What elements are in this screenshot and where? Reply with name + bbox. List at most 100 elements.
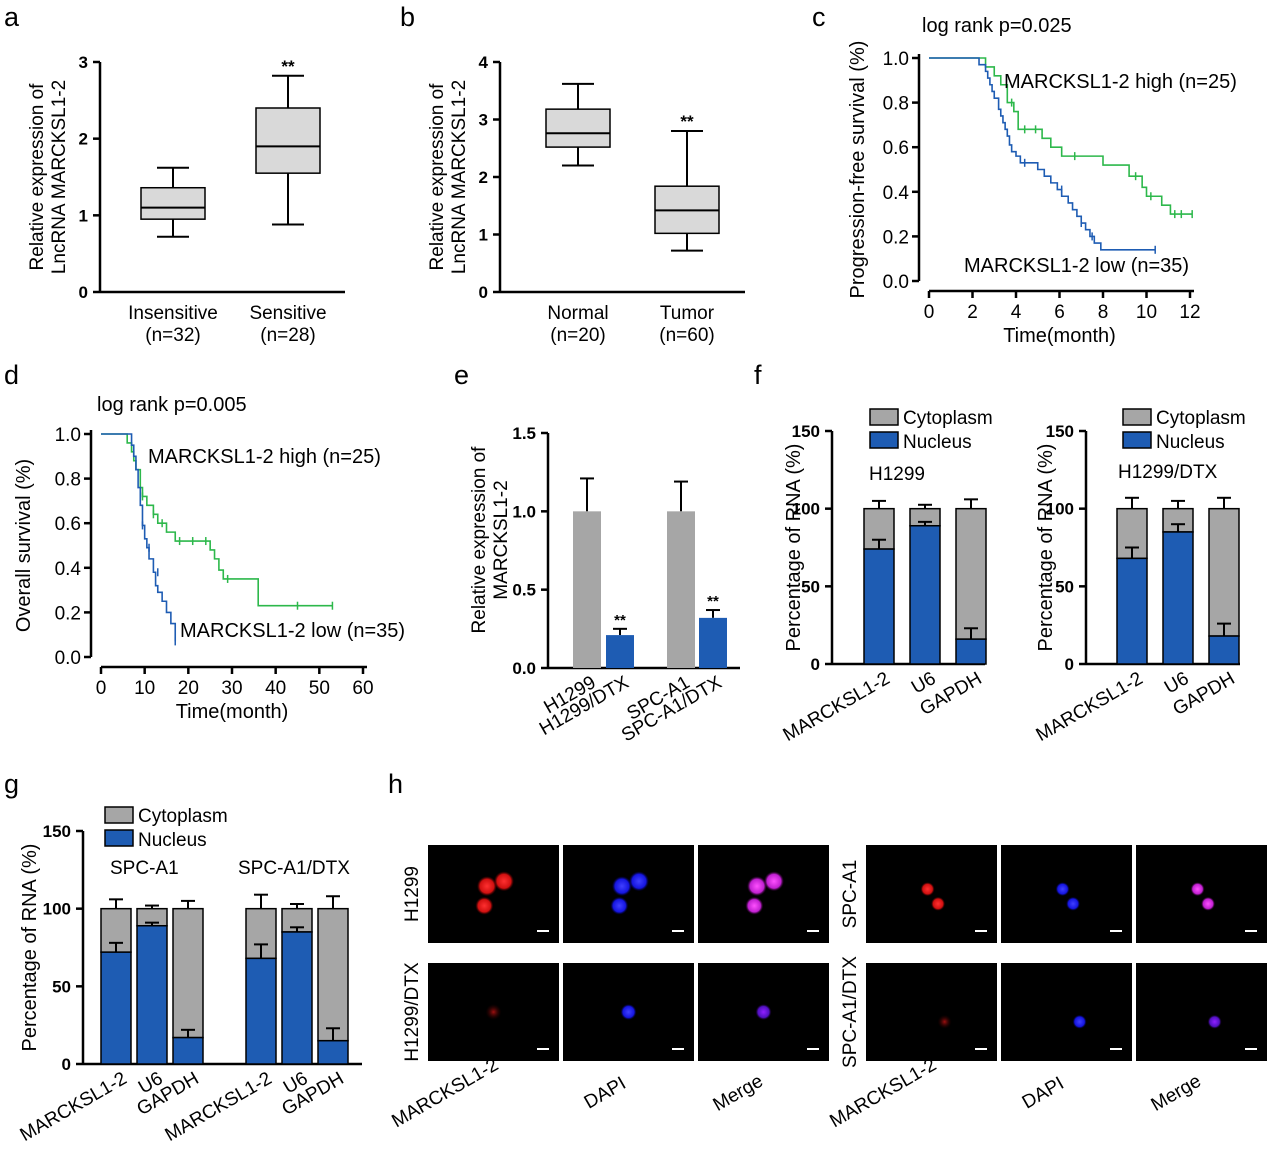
h-image-h1299dtx-marcksl1-2 <box>428 963 559 1061</box>
panel-letter: h <box>388 769 403 799</box>
f-y-tick-label: 150 <box>792 422 820 441</box>
f2-y-tick-label: 100 <box>1046 500 1074 519</box>
c-x-axis-label: Time(month) <box>1003 325 1116 347</box>
f-bar-cytoplasm <box>955 507 987 640</box>
f2-legend-label: Cytoplasm <box>1156 408 1246 429</box>
e-y-tick-label: 0.5 <box>512 581 536 600</box>
c-series-line <box>929 57 1156 251</box>
h-image-spca1-dapi <box>1001 845 1132 943</box>
g-group1-bar-nucleus <box>172 1036 204 1065</box>
f2-y-tick-label: 50 <box>1055 577 1074 596</box>
h-image-spca1-merge <box>1136 845 1267 943</box>
h-image-h1299dtx-merge <box>698 963 829 1061</box>
d-y-tick-label: 1.0 <box>55 425 81 446</box>
g-group1-bar-cytoplasm <box>172 907 204 1039</box>
a-box <box>255 107 321 174</box>
f2-legend-swatch-nucleus <box>1122 431 1152 449</box>
h-image-h1299-dapi-cell <box>610 896 629 915</box>
g-y-tick-label: 150 <box>43 822 71 841</box>
b-box <box>545 108 611 148</box>
panel-letter: b <box>400 2 415 32</box>
panel-letter: d <box>4 360 19 390</box>
h-row-label: SPC-A1/DTX <box>840 956 861 1068</box>
h-column-label: MARCKSL1-2 <box>388 1054 502 1132</box>
h-image-h1299-merge <box>698 845 829 943</box>
c-x-tick-label: 6 <box>1054 302 1065 323</box>
h-image-spca1-marcksl1-2 <box>866 845 997 943</box>
h-image-h1299-dapi-background <box>563 845 694 943</box>
g-legend-swatch-cytoplasm <box>104 806 134 824</box>
h-column-label: DAPI <box>581 1073 630 1113</box>
h-image-h1299-marcksl1-2-cell <box>475 896 494 915</box>
c-y-tick-label: 0.8 <box>883 94 909 115</box>
c-annotation: log rank p=0.025 <box>922 15 1072 37</box>
f-y-axis-label: Percentage of RNA (%) <box>783 444 805 652</box>
h-image-spca1dtx-marcksl1-2 <box>866 963 997 1061</box>
b-x-tick-label: Tumor <box>660 303 715 324</box>
g-y-tick-label: 100 <box>43 900 71 919</box>
h-row-label: SPC-A1 <box>840 860 861 929</box>
panel-letter: g <box>4 769 19 799</box>
e-y-axis-label: MARCKSL1-2 <box>491 480 512 599</box>
d-x-tick-label: 20 <box>178 678 199 699</box>
h-image-spca1dtx-merge-background <box>1136 963 1267 1061</box>
h-image-h1299dtx-dapi <box>563 963 694 1061</box>
a-x-tick-label: (n=28) <box>260 325 315 346</box>
a-box <box>140 186 206 220</box>
h-image-spca1dtx-merge <box>1136 963 1267 1061</box>
f-y-tick-label: 100 <box>792 500 820 519</box>
a-x-tick-label: Insensitive <box>128 303 218 324</box>
c-y-tick-label: 0.0 <box>883 272 909 293</box>
h-image-spca1dtx-marcksl1-2-background <box>866 963 997 1061</box>
h-image-spca1-marcksl1-2-cell <box>920 882 935 897</box>
h-row-label: H1299/DTX <box>402 962 423 1062</box>
h-image-spca1-merge-cell <box>1201 896 1216 911</box>
d-y-tick-label: 0.8 <box>55 470 81 491</box>
f2-legend-label: Nucleus <box>1156 432 1225 453</box>
f2-bar-cytoplasm <box>1208 507 1240 637</box>
d-y-axis-label: Overall survival (%) <box>13 459 35 632</box>
panel-letter: f <box>754 360 762 390</box>
f-bar-nucleus <box>955 638 987 665</box>
e-y-axis-label: Relative expression of <box>469 446 490 634</box>
a-y-tick-label: 3 <box>79 53 88 72</box>
d-x-tick-label: 30 <box>221 678 242 699</box>
b-y-axis-label: LncRNA MARCKSL1-2 <box>449 80 470 274</box>
f-bar-nucleus <box>863 548 895 665</box>
h-row-label: H1299 <box>402 866 423 922</box>
f-legend-label: Cytoplasm <box>903 408 993 429</box>
e-significance: ** <box>707 593 719 610</box>
c-x-tick-label: 4 <box>1011 302 1022 323</box>
h-image-h1299-merge-cell <box>763 871 784 892</box>
c-y-axis-label: Progression-free survival (%) <box>847 41 869 299</box>
b-y-tick-label: 1 <box>479 226 488 245</box>
a-y-tick-label: 2 <box>79 130 88 149</box>
panel-letter: c <box>812 2 826 32</box>
g-y-tick-label: 50 <box>52 977 71 996</box>
h-image-h1299dtx-marcksl1-2-cell <box>485 1004 502 1020</box>
f2-y-tick-label: 0 <box>1065 655 1074 674</box>
h-image-spca1dtx-dapi-cell <box>1072 1014 1087 1029</box>
b-y-tick-label: 0 <box>479 283 488 302</box>
h-image-spca1dtx-marcksl1-2-cell <box>937 1014 952 1029</box>
a-y-axis-label: Relative expression of <box>27 83 48 271</box>
d-x-tick-label: 10 <box>134 678 155 699</box>
b-y-tick-label: 2 <box>479 168 488 187</box>
f2-x-tick-label: MARCKSL1-2 <box>1033 668 1147 746</box>
f2-legend-swatch-cytoplasm <box>1122 408 1152 426</box>
h-column-label: Merge <box>1148 1071 1205 1116</box>
h-column-label: DAPI <box>1019 1073 1068 1113</box>
f2-y-axis-label: Percentage of RNA (%) <box>1035 444 1057 652</box>
d-series-label: MARCKSL1-2 high (n=25) <box>148 446 381 468</box>
h-image-h1299-marcksl1-2-cell <box>476 876 497 897</box>
h-image-h1299dtx-dapi-cell <box>620 1004 637 1020</box>
d-x-tick-label: 60 <box>352 678 373 699</box>
b-y-tick-label: 4 <box>479 53 489 72</box>
f2-subtitle: H1299/DTX <box>1118 462 1218 483</box>
b-x-tick-label: Normal <box>547 303 608 324</box>
d-y-tick-label: 0.0 <box>55 648 81 669</box>
g-group1-x-tick-label: MARCKSL1-2 <box>17 1068 131 1146</box>
e-y-tick-label: 1.0 <box>512 502 536 521</box>
a-y-tick-label: 1 <box>79 206 88 225</box>
f2-bar-nucleus <box>1208 635 1240 665</box>
